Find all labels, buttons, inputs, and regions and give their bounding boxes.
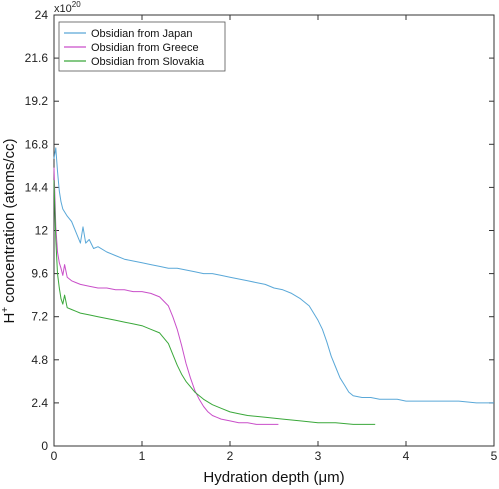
x-tick-label: 1 (139, 449, 146, 463)
x-tick-label: 2 (227, 449, 234, 463)
y-tick-label: 9.6 (31, 267, 48, 281)
series-line-2 (53, 180, 376, 425)
y-tick-label: 4.8 (31, 353, 48, 367)
series-line-1 (53, 167, 279, 425)
legend: Obsidian from Japan Obsidian from Greece O… (58, 21, 226, 72)
y-tick-label: 24 (35, 8, 49, 22)
y-tick-label: 14.4 (25, 180, 49, 194)
series-lines (53, 147, 494, 425)
y-tick-label: 7.2 (31, 310, 48, 324)
x-tick-label: 0 (51, 449, 58, 463)
plot-area-border (53, 14, 495, 447)
x-tick-label: 3 (315, 449, 322, 463)
x-axis-label: Hydration depth (μm) (203, 469, 344, 486)
x-tick-label: 5 (491, 449, 498, 463)
plot-frame (53, 14, 495, 447)
y-multiplier: x1020 (54, 0, 81, 15)
legend-label: Obsidian from Japan (91, 28, 193, 40)
y-tick-label: 12 (35, 224, 49, 238)
x-tick-label: 4 (403, 449, 410, 463)
y-tick-label: 21.6 (25, 51, 49, 65)
y-tick-label: 2.4 (31, 396, 48, 410)
legend-box (58, 21, 226, 72)
legend-label: Obsidian from Greece (91, 42, 199, 54)
legend-label: Obsidian from Slovakia (91, 56, 205, 68)
y-tick-label: 16.8 (25, 137, 49, 151)
y-tick-label: 19.2 (25, 94, 49, 108)
series-line-0 (53, 147, 494, 404)
y-axis-label: H+ concentration (atoms/cc) (0, 138, 18, 323)
y-tick-label: 0 (41, 439, 48, 453)
